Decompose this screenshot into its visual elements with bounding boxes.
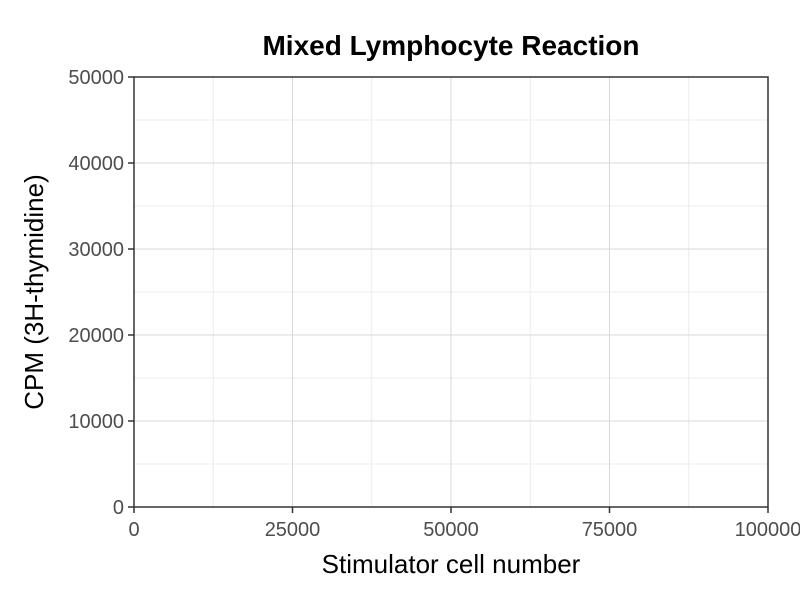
y-tick-label: 10000 — [68, 411, 124, 433]
chart-title: Mixed Lymphocyte Reaction — [262, 30, 639, 61]
x-tick-label: 50000 — [423, 519, 479, 541]
x-tick-label: 75000 — [582, 519, 638, 541]
y-tick-label: 30000 — [68, 239, 124, 261]
y-tick-label: 50000 — [68, 67, 124, 89]
x-tick-label: 100000 — [735, 519, 800, 541]
ticks-layer: 0 25000 50000 75000 100000 0 10000 20000 30000 40… — [68, 67, 800, 541]
y-tick-label: 20000 — [68, 325, 124, 347]
x-axis-title: Stimulator cell number — [322, 549, 581, 579]
y-axis-title: CPM (3H-thymidine) — [19, 174, 49, 410]
y-tick-label: 0 — [113, 497, 124, 519]
grid-layer — [133, 76, 769, 508]
y-tick-label: 40000 — [68, 153, 124, 175]
x-tick-label: 0 — [128, 519, 139, 541]
x-tick-label: 25000 — [265, 519, 321, 541]
